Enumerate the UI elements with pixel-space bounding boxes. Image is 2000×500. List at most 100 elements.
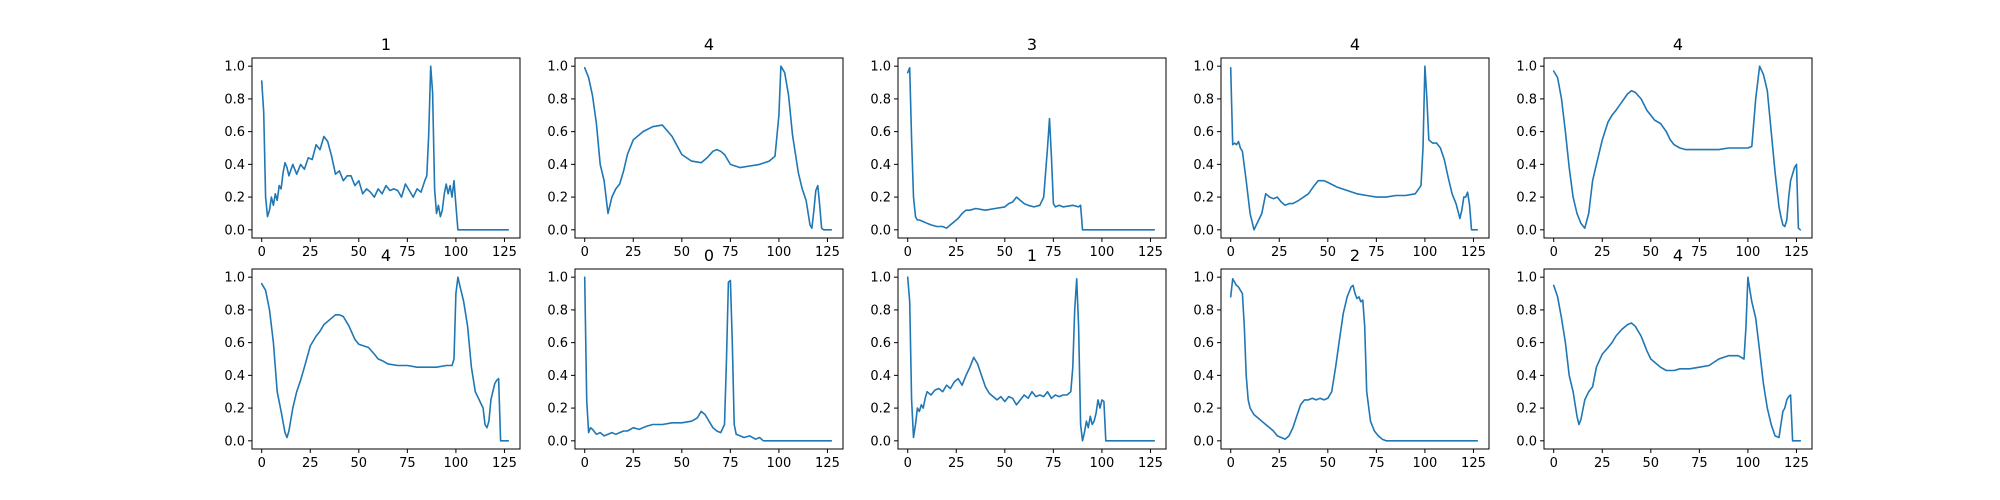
y-tick-label: 0.0 (547, 223, 568, 238)
y-tick-label: 0.0 (1516, 223, 1537, 238)
y-tick-label: 0.2 (224, 191, 245, 206)
x-tick-label: 25 (1271, 245, 1288, 260)
series-line (906, 67, 1156, 231)
y-tick-label: 0.4 (224, 158, 245, 173)
x-tick-label: 125 (492, 245, 517, 260)
x-tick-label: 75 (1691, 456, 1708, 471)
x-tick-label: 25 (1594, 245, 1611, 260)
y-tick-label: 0.0 (1193, 223, 1214, 238)
x-tick-label: 125 (492, 456, 517, 471)
x-tick-label: 25 (302, 245, 319, 260)
y-tick-label: 0.0 (547, 434, 568, 449)
series-line (583, 276, 833, 442)
y-tick-label: 1.0 (1193, 271, 1214, 286)
x-tick-label: 50 (674, 456, 691, 471)
y-tick-label: 0.2 (547, 191, 568, 206)
x-tick-label: 100 (1735, 456, 1760, 471)
x-tick-label: 75 (1691, 245, 1708, 260)
panel-6: 4 0 25 50 75 100 125 0.0 0.2 0.4 0.6 0.8 1.0 (224, 246, 521, 471)
x-tick-label: 0 (1550, 456, 1558, 471)
y-tick-label: 0.0 (224, 223, 245, 238)
y-tick-label: 0.6 (547, 125, 568, 140)
y-tick-label: 0.4 (547, 158, 568, 173)
y-tick-label: 0.6 (224, 125, 245, 140)
panel-title: 0 (704, 246, 714, 265)
series-line (1552, 65, 1802, 231)
y-tick-label: 0.8 (1193, 92, 1214, 107)
x-tick-label: 125 (1784, 245, 1809, 260)
axes-frame (1543, 57, 1813, 239)
y-tick-label: 0.0 (224, 434, 245, 449)
y-tick-label: 0.4 (870, 369, 891, 384)
x-tick-label: 75 (1368, 245, 1385, 260)
panel-10: 4 0 25 50 75 100 125 0.0 0.2 0.4 0.6 0.8 1.0 (1516, 246, 1813, 471)
x-tick-label: 50 (997, 456, 1014, 471)
y-tick-label: 1.0 (870, 271, 891, 286)
x-tick-label: 50 (351, 245, 368, 260)
y-tick-label: 0.6 (1193, 336, 1214, 351)
panel-8: 1 0 25 50 75 100 125 0.0 0.2 0.4 0.6 0.8 1.0 (870, 246, 1167, 471)
y-tick-label: 0.2 (870, 191, 891, 206)
panel-title: 4 (381, 246, 391, 265)
y-tick-label: 1.0 (1193, 60, 1214, 75)
y-tick-label: 0.8 (224, 92, 245, 107)
y-tick-label: 0.4 (1193, 369, 1214, 384)
y-tick-label: 0.4 (870, 158, 891, 173)
x-tick-label: 0 (1550, 245, 1558, 260)
x-tick-label: 0 (258, 456, 266, 471)
panel-4: 4 0 25 50 75 100 125 0.0 0.2 0.4 0.6 0.8 1.0 (1193, 35, 1490, 260)
series-line (260, 65, 510, 231)
x-tick-label: 125 (815, 245, 840, 260)
x-tick-label: 125 (1138, 456, 1163, 471)
y-tick-label: 0.2 (1193, 191, 1214, 206)
x-tick-label: 0 (904, 245, 912, 260)
series-line (260, 276, 510, 442)
axes-frame (574, 57, 844, 239)
y-tick-label: 0.6 (870, 125, 891, 140)
x-tick-label: 125 (1138, 245, 1163, 260)
y-tick-label: 0.0 (1193, 434, 1214, 449)
x-tick-label: 25 (948, 456, 965, 471)
panel-9: 2 0 25 50 75 100 125 0.0 0.2 0.4 0.6 0.8 1.0 (1193, 246, 1490, 471)
x-tick-label: 50 (1643, 456, 1660, 471)
panel-3: 3 0 25 50 75 100 125 0.0 0.2 0.4 0.6 0.8 1.0 (870, 35, 1167, 260)
x-tick-label: 100 (1089, 245, 1114, 260)
y-tick-label: 0.2 (1516, 191, 1537, 206)
y-tick-label: 0.8 (870, 92, 891, 107)
panel-7: 0 0 25 50 75 100 125 0.0 0.2 0.4 0.6 0.8 1.0 (547, 246, 844, 471)
y-tick-label: 0.4 (224, 369, 245, 384)
y-tick-label: 0.4 (547, 369, 568, 384)
y-tick-label: 0.4 (1516, 158, 1537, 173)
axes-frame (1220, 268, 1490, 450)
x-tick-label: 75 (1045, 456, 1062, 471)
panel-5: 4 0 25 50 75 100 125 0.0 0.2 0.4 0.6 0.8 1.0 (1516, 35, 1813, 260)
series-line (583, 65, 833, 231)
x-tick-label: 50 (1643, 245, 1660, 260)
x-tick-label: 0 (1227, 456, 1235, 471)
x-tick-label: 0 (904, 456, 912, 471)
y-tick-label: 0.0 (870, 434, 891, 449)
y-tick-label: 0.8 (1193, 303, 1214, 318)
y-tick-label: 1.0 (547, 271, 568, 286)
y-tick-label: 0.8 (547, 303, 568, 318)
series-line (1229, 277, 1479, 442)
x-tick-label: 100 (1412, 456, 1437, 471)
x-tick-label: 100 (1089, 456, 1114, 471)
x-tick-label: 25 (302, 456, 319, 471)
y-tick-label: 0.2 (224, 402, 245, 417)
x-tick-label: 0 (258, 245, 266, 260)
y-tick-label: 0.2 (1193, 402, 1214, 417)
x-tick-label: 25 (625, 456, 642, 471)
x-tick-label: 125 (815, 456, 840, 471)
y-tick-label: 0.2 (870, 402, 891, 417)
x-tick-label: 25 (1594, 456, 1611, 471)
panel-title: 1 (1027, 246, 1037, 265)
y-tick-label: 0.4 (1516, 369, 1537, 384)
x-tick-label: 125 (1461, 456, 1486, 471)
y-tick-label: 0.8 (1516, 303, 1537, 318)
y-tick-label: 0.8 (547, 92, 568, 107)
series-line (1229, 65, 1479, 231)
y-tick-label: 0.6 (547, 336, 568, 351)
